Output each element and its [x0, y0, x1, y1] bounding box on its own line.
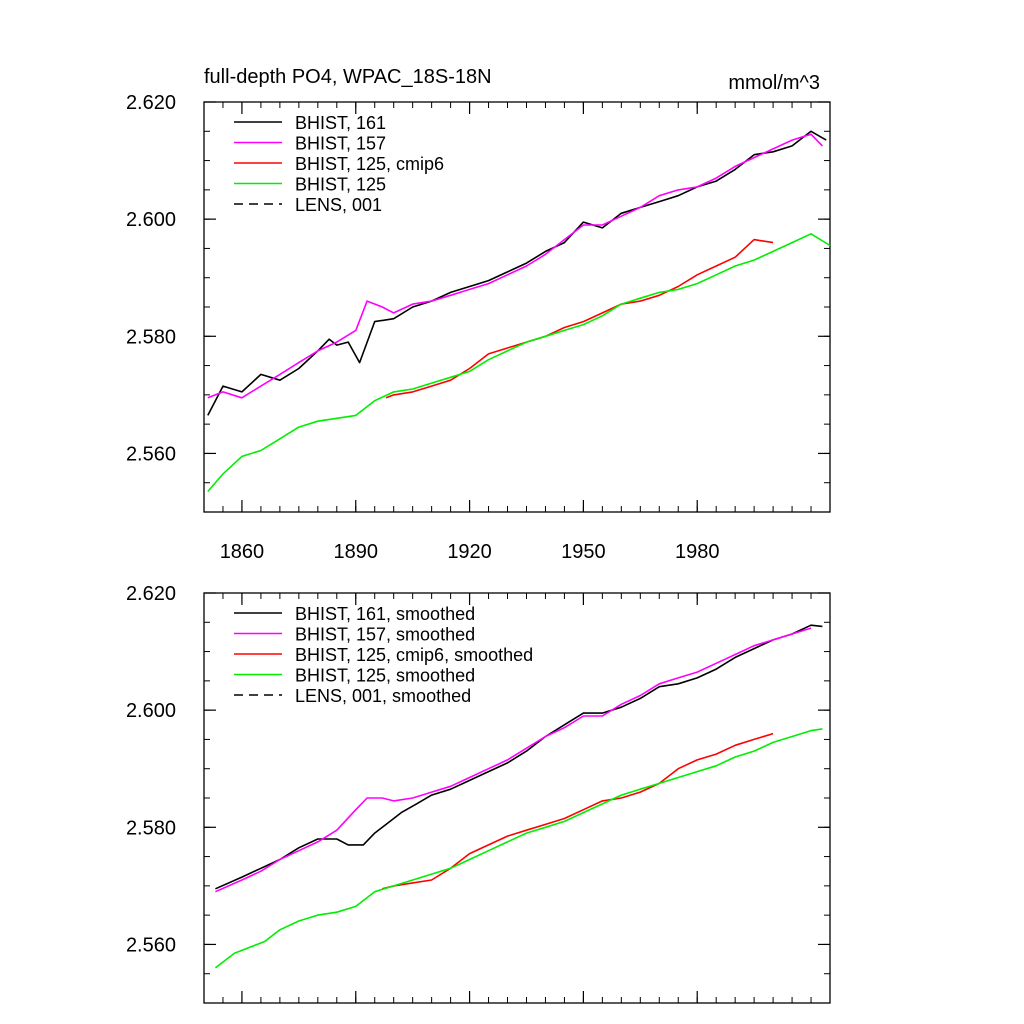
top-legend-label-1: BHIST, 157 — [295, 134, 386, 154]
top-y-tick-label: 2.600 — [126, 209, 176, 231]
top-series-line-3 — [207, 233, 831, 493]
bottom-legend-label-4: LENS, 001, smoothed — [295, 686, 471, 706]
bottom-legend-label-1: BHIST, 157, smoothed — [295, 625, 475, 645]
top-panel: 2.560 2.580 2.600 2.620 1860 1890 1920 1950 1980… — [126, 92, 831, 563]
top-x-tick-label: 1860 — [220, 541, 265, 563]
top-y-tick-label: 2.560 — [126, 443, 176, 465]
bottom-series-line-1 — [215, 627, 812, 893]
top-legend-label-3: BHIST, 125 — [295, 175, 386, 195]
top-series-line-0 — [207, 130, 827, 416]
bottom-legend-label-2: BHIST, 125, cmip6, smoothed — [295, 645, 533, 665]
top-legend-label-4: LENS, 001 — [295, 195, 382, 215]
top-x-tick-label: 1980 — [675, 541, 720, 563]
bottom-panel: 2.560 2.580 2.600 2.620 BHIST, 161, smoothed… — [126, 583, 831, 1004]
top-series-line-1 — [207, 133, 823, 399]
bottom-y-tick-label: 2.620 — [126, 583, 176, 605]
top-x-tick-label: 1950 — [561, 541, 606, 563]
top-y-tick-label: 2.580 — [126, 326, 176, 348]
top-x-tick-label: 1890 — [334, 541, 379, 563]
chart-title: full-depth PO4, WPAC_18S-18N — [204, 66, 492, 88]
bottom-y-tick-label: 2.560 — [126, 934, 176, 956]
top-y-tick-label: 2.620 — [126, 92, 176, 114]
bottom-series-line-3 — [214, 728, 823, 969]
bottom-legend-label-0: BHIST, 161, smoothed — [295, 604, 475, 624]
units-label: mmol/m^3 — [728, 72, 820, 94]
bottom-series-line-0 — [215, 624, 823, 890]
bottom-legend-label-3: BHIST, 125, smoothed — [295, 666, 475, 686]
bottom-y-tick-label: 2.600 — [126, 700, 176, 722]
top-legend-label-2: BHIST, 125, cmip6 — [295, 154, 444, 174]
top-legend-label-0: BHIST, 161 — [295, 113, 386, 133]
bottom-series-line-2 — [382, 732, 774, 890]
top-series-line-2 — [385, 238, 774, 399]
top-x-tick-label: 1920 — [447, 541, 492, 563]
bottom-y-tick-label: 2.580 — [126, 817, 176, 839]
